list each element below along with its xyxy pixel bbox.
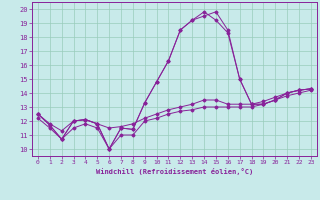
X-axis label: Windchill (Refroidissement éolien,°C): Windchill (Refroidissement éolien,°C) bbox=[96, 168, 253, 175]
